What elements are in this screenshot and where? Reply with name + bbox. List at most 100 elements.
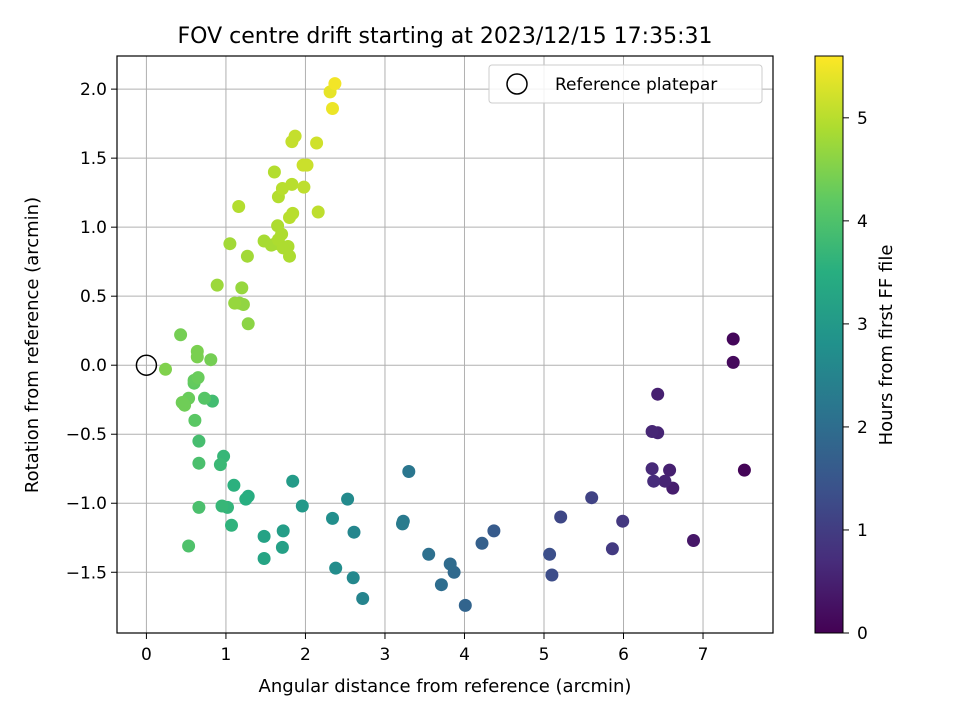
data-point — [235, 281, 249, 295]
x-tick-label: 3 — [380, 645, 391, 665]
data-point — [543, 547, 557, 561]
x-axis-label: Angular distance from reference (arcmin) — [259, 676, 632, 697]
data-point — [190, 350, 204, 364]
data-point — [271, 219, 285, 233]
data-point — [475, 536, 489, 550]
data-point — [402, 465, 416, 478]
x-tick-label: 7 — [698, 645, 709, 665]
data-point — [286, 206, 300, 220]
data-point — [283, 249, 296, 263]
data-point — [257, 552, 271, 565]
colorbar-ticks: 0 1 2 3 4 5 — [843, 109, 868, 644]
x-tick-label: 0 — [141, 645, 152, 665]
x-tick-label: 4 — [459, 645, 470, 665]
data-point — [645, 425, 659, 438]
data-point — [275, 540, 289, 554]
data-point — [192, 456, 206, 470]
data-point — [182, 539, 196, 553]
reference-platepar-marker — [135, 354, 158, 376]
x-axis-ticks: 0 1 2 3 4 5 6 7 — [141, 633, 708, 665]
data-point — [326, 511, 339, 525]
data-point — [326, 102, 339, 115]
y-tick-label: 1.5 — [80, 149, 107, 169]
data-point — [276, 524, 290, 538]
data-point — [297, 180, 311, 194]
data-point — [267, 165, 281, 179]
y-tick-label: 2.0 — [80, 80, 107, 100]
data-points — [159, 77, 751, 612]
data-point — [240, 249, 254, 263]
data-point — [285, 177, 299, 191]
data-point — [726, 332, 740, 346]
colorbar: 0 1 2 3 4 5 Hours from first FF file — [814, 55, 897, 644]
data-point — [159, 362, 172, 376]
data-point — [605, 542, 619, 556]
colorbar-tick-label: 0 — [857, 624, 868, 644]
data-point — [300, 158, 314, 172]
colorbar-tick-label: 4 — [857, 212, 868, 232]
data-point — [223, 237, 237, 251]
data-point — [458, 598, 472, 612]
data-point — [241, 317, 255, 331]
data-point — [192, 500, 206, 514]
chart-title: FOV centre drift starting at 2023/12/15 … — [178, 24, 713, 49]
plot-frame — [116, 55, 774, 634]
colorbar-tick-label: 2 — [857, 418, 868, 438]
data-point — [204, 353, 218, 367]
data-point — [341, 492, 355, 506]
data-point — [232, 200, 246, 213]
data-point — [188, 413, 202, 427]
data-point — [310, 136, 324, 150]
data-point — [227, 478, 241, 492]
x-tick-label: 6 — [618, 645, 629, 665]
data-point — [487, 524, 501, 538]
data-point — [281, 240, 295, 253]
data-point — [174, 328, 188, 342]
data-point — [191, 371, 205, 385]
data-point — [554, 510, 568, 524]
data-point — [663, 463, 677, 477]
data-point — [645, 462, 659, 476]
data-point — [737, 463, 751, 477]
data-point — [347, 525, 361, 539]
data-point — [239, 492, 253, 506]
data-point — [295, 499, 309, 513]
colorbar-tick-label: 1 — [857, 521, 868, 541]
y-axis-label: Rotation from reference (arcmin) — [22, 197, 43, 493]
data-point — [328, 77, 342, 91]
data-point — [213, 458, 227, 472]
data-point — [585, 491, 599, 505]
data-point — [434, 578, 448, 592]
data-point — [257, 529, 271, 543]
data-point — [356, 592, 370, 605]
legend-box — [488, 64, 763, 104]
data-point — [687, 534, 700, 547]
data-point — [210, 278, 224, 292]
y-tick-label: −1.5 — [66, 563, 107, 583]
y-tick-label: 0.5 — [80, 287, 107, 307]
data-point — [286, 474, 300, 488]
y-tick-label: −0.5 — [66, 425, 107, 445]
colorbar-tick-label: 3 — [857, 315, 868, 335]
data-point — [215, 499, 229, 513]
data-point — [726, 355, 740, 369]
legend-label-reference-platepar: Reference platepar — [555, 75, 717, 95]
data-point — [178, 398, 192, 412]
data-point — [311, 205, 325, 219]
data-point — [228, 296, 242, 310]
y-tick-label: −1.0 — [66, 494, 107, 514]
data-point — [443, 557, 457, 571]
data-point — [346, 571, 360, 585]
data-point — [288, 129, 302, 143]
grid-lines — [117, 56, 773, 633]
data-point — [545, 568, 559, 582]
y-axis-ticks: −1.5 −1.0 −0.5 0.0 0.5 1.0 1.5 2.0 — [66, 80, 117, 583]
data-point — [198, 391, 211, 405]
data-point — [651, 387, 665, 401]
data-point — [647, 474, 661, 488]
data-point — [658, 474, 672, 488]
x-tick-label: 5 — [539, 645, 550, 665]
data-point — [422, 547, 436, 561]
legend: Reference platepar — [488, 64, 763, 104]
